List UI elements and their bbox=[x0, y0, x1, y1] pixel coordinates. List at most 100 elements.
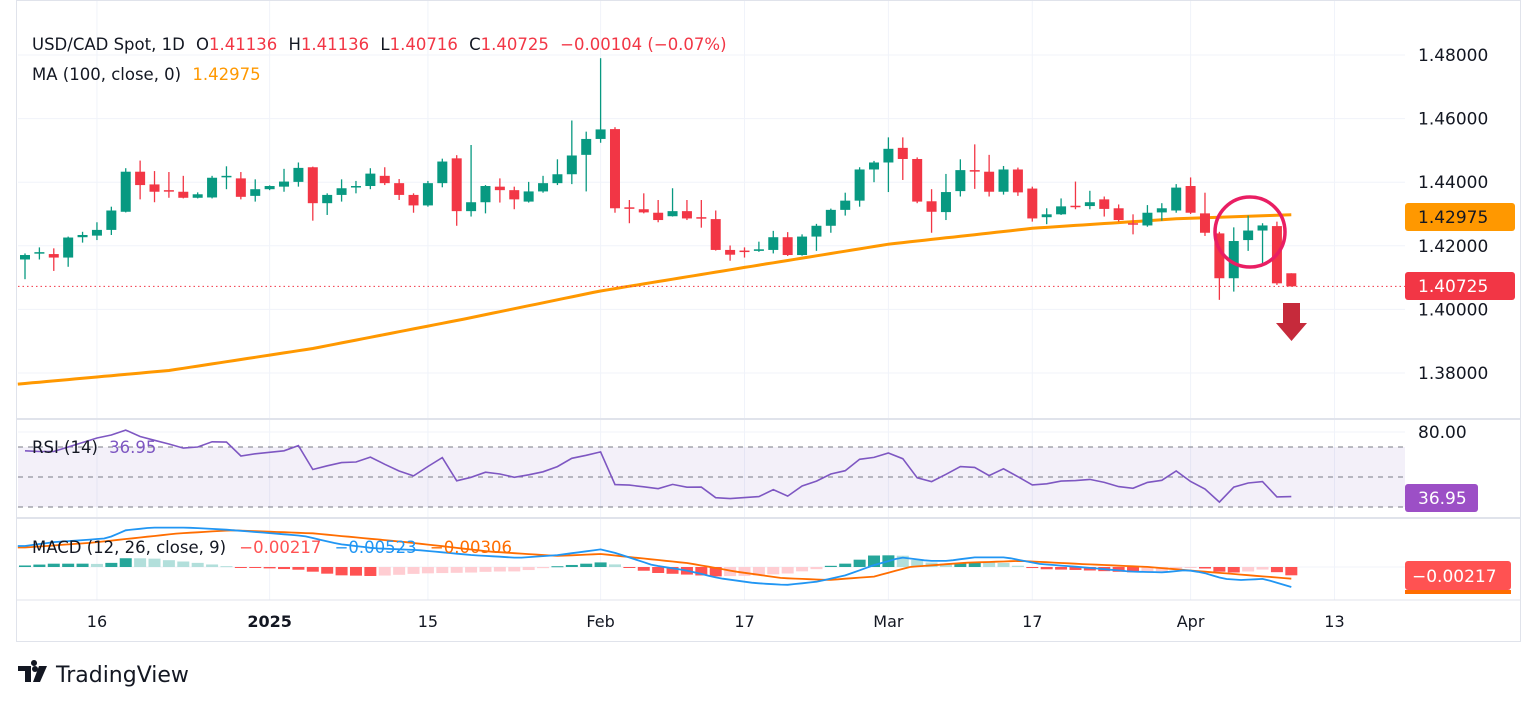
candle bbox=[1228, 227, 1239, 292]
candle-body bbox=[595, 129, 606, 139]
candle-body bbox=[782, 237, 793, 256]
candle-body bbox=[509, 190, 520, 200]
macd-histogram-bar bbox=[767, 567, 780, 575]
macd-histogram-bar bbox=[551, 566, 564, 568]
candle-body bbox=[1056, 206, 1067, 215]
macd-histogram-bar bbox=[249, 567, 262, 568]
candle bbox=[1156, 203, 1167, 221]
candle bbox=[984, 154, 995, 197]
legend-main: USD/CAD Spot, 1D O1.41136 H1.41136 L1.40… bbox=[32, 35, 727, 54]
candle-body bbox=[48, 254, 59, 258]
candle bbox=[1070, 181, 1081, 210]
candle bbox=[250, 179, 261, 202]
candle-body bbox=[1113, 208, 1124, 221]
chart-frame bbox=[16, 0, 1521, 642]
tradingview-logo-icon bbox=[18, 660, 47, 682]
high-label: H bbox=[289, 35, 301, 54]
candle bbox=[566, 120, 577, 185]
candle-body bbox=[106, 210, 117, 230]
candle-body bbox=[710, 219, 721, 250]
candle-body bbox=[20, 255, 30, 260]
candle bbox=[1171, 184, 1182, 213]
close-label: C bbox=[469, 35, 481, 54]
macd-histogram-bar bbox=[33, 564, 46, 567]
macd-histogram-bar bbox=[810, 567, 823, 570]
candle-body bbox=[854, 169, 865, 201]
macd-histogram-bar bbox=[1141, 567, 1154, 573]
candle-body bbox=[192, 194, 203, 198]
legend-rsi[interactable]: RSI (14) 36.95 bbox=[32, 438, 156, 457]
symbol-title[interactable]: USD/CAD Spot, 1D bbox=[32, 35, 185, 54]
highlight-circle-annotation bbox=[1213, 195, 1287, 269]
candle-body bbox=[451, 158, 462, 212]
macd-histogram-bar bbox=[407, 567, 420, 574]
candle-body bbox=[480, 186, 491, 203]
macd-signal-value: −0.00306 bbox=[430, 538, 512, 557]
candle bbox=[34, 247, 45, 260]
candle bbox=[480, 185, 491, 214]
candle-body bbox=[552, 174, 563, 184]
candle bbox=[1113, 204, 1124, 222]
macd-histogram-bar bbox=[652, 567, 665, 573]
time-axis-label: Apr bbox=[1177, 612, 1205, 631]
macd-histogram-bar bbox=[349, 567, 362, 576]
candle-body bbox=[811, 225, 822, 237]
candle-body bbox=[163, 190, 174, 192]
candle bbox=[77, 231, 88, 243]
macd-histogram-bar bbox=[479, 567, 492, 572]
rsi-value-tag-text: 36.95 bbox=[1418, 489, 1467, 509]
candle bbox=[365, 168, 376, 190]
candle-body bbox=[494, 186, 505, 191]
candle bbox=[538, 175, 549, 193]
price-axis-label: 1.44000 bbox=[1418, 173, 1488, 193]
tradingview-logo[interactable]: TradingView bbox=[18, 660, 189, 688]
time-axis[interactable]: 16 2025 15 Feb 17 Mar 17 Apr 13 bbox=[87, 612, 1345, 631]
candle bbox=[509, 186, 520, 210]
candle-body bbox=[293, 167, 304, 182]
candle-body bbox=[725, 249, 736, 255]
candle-body bbox=[1185, 186, 1196, 213]
candle-body bbox=[34, 252, 45, 254]
candle-body bbox=[912, 158, 923, 202]
candle bbox=[494, 178, 505, 203]
legend-ma[interactable]: MA (100, close, 0) 1.42975 bbox=[32, 65, 261, 84]
candle-body bbox=[1012, 169, 1023, 193]
candle bbox=[811, 223, 822, 251]
candle bbox=[739, 247, 750, 258]
macd-histogram-bar bbox=[997, 562, 1010, 567]
legend-macd[interactable]: MACD (12, 26, close, 9) −0.00217 −0.0052… bbox=[32, 538, 512, 557]
macd-histogram-bar bbox=[911, 559, 924, 567]
candle bbox=[163, 172, 174, 198]
ma-price-tag-text: 1.42975 bbox=[1418, 208, 1488, 228]
price-axis-label: 1.46000 bbox=[1418, 110, 1488, 130]
macd-histogram-bar bbox=[896, 555, 909, 567]
candle-body bbox=[63, 237, 74, 258]
tradingview-wordmark: TradingView bbox=[55, 663, 189, 688]
candle-body bbox=[897, 147, 908, 159]
candle-body bbox=[437, 161, 448, 184]
macd-histogram-bar bbox=[1055, 567, 1068, 570]
candle bbox=[322, 193, 333, 215]
macd-histogram-bar bbox=[580, 563, 593, 567]
candle-body bbox=[207, 177, 218, 198]
candle-body bbox=[408, 194, 419, 206]
candle bbox=[1056, 198, 1067, 215]
price-axis[interactable]: 1.48000 1.46000 1.44000 1.42000 1.40000 1.380… bbox=[1418, 46, 1488, 384]
candle bbox=[912, 157, 923, 204]
candle bbox=[63, 236, 74, 267]
candle-body bbox=[120, 171, 131, 212]
candle bbox=[854, 167, 865, 207]
macd-histogram-bar bbox=[666, 567, 679, 574]
candle-body bbox=[250, 189, 261, 196]
candle-body bbox=[739, 250, 750, 253]
macd-histogram-bar bbox=[954, 563, 967, 567]
macd-histogram-bar bbox=[565, 564, 578, 567]
macd-histogram-bar bbox=[421, 567, 434, 574]
candle-body bbox=[1199, 213, 1210, 233]
macd-histogram-bar bbox=[695, 567, 708, 576]
rsi-value-tag bbox=[1405, 484, 1478, 512]
time-axis-label: 17 bbox=[734, 612, 754, 631]
macd-histogram-bar bbox=[1227, 567, 1240, 573]
rsi-axis-label: 80.00 bbox=[1418, 423, 1467, 443]
